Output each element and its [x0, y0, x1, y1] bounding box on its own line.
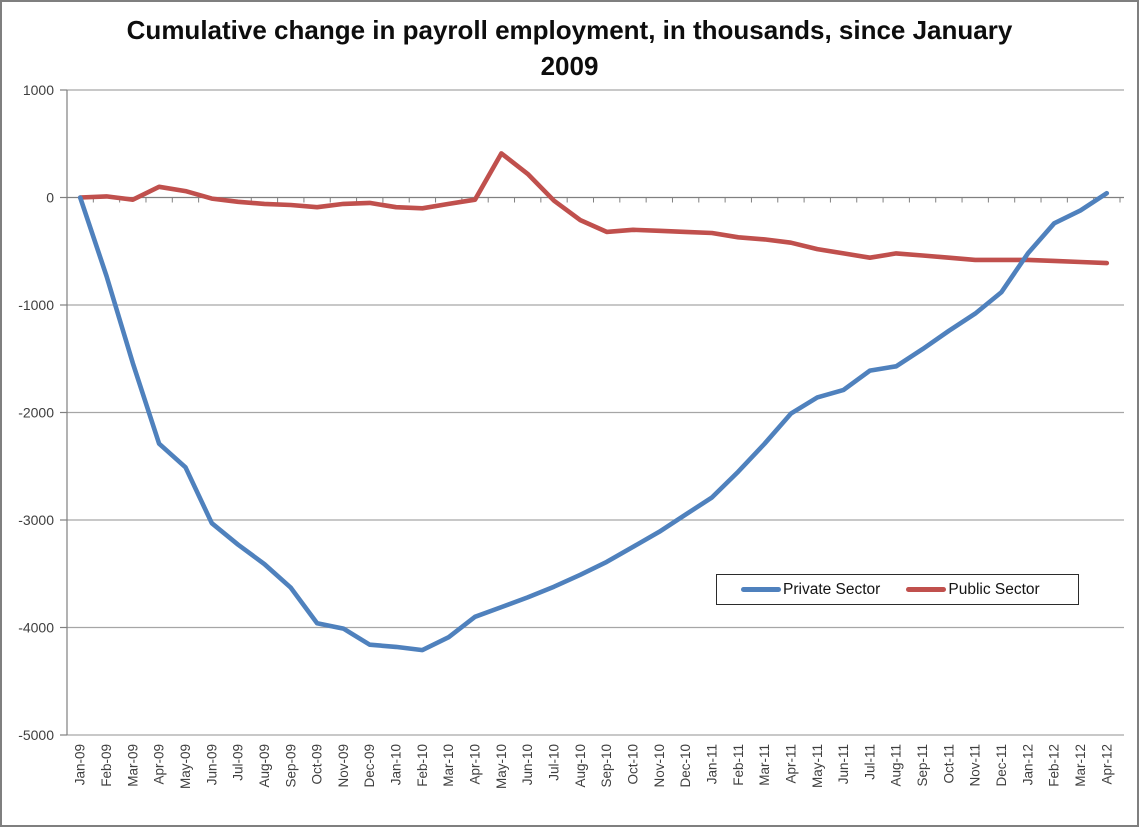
x-tick-label: May-10 — [494, 744, 509, 789]
y-tick-label: -4000 — [18, 620, 54, 636]
private-series-swatch-icon — [741, 587, 781, 592]
x-tick-label: Nov-09 — [336, 744, 351, 788]
x-tick-label: Mar-10 — [441, 744, 456, 787]
private-sector-line — [77, 190, 1110, 653]
x-tick-label: Apr-12 — [1099, 744, 1114, 785]
y-tick-label: -5000 — [18, 727, 54, 743]
x-tick-label: Feb-11 — [731, 744, 746, 786]
x-tick-label: Dec-09 — [362, 744, 377, 788]
x-tick-label: Feb-12 — [1047, 744, 1062, 787]
x-tick-label: Nov-10 — [652, 744, 667, 788]
y-tick-label: -3000 — [18, 512, 54, 528]
x-tick-label: Jan-12 — [1020, 744, 1035, 785]
x-tick-label: Jul-10 — [547, 744, 562, 781]
x-tick-label: Jan-09 — [73, 744, 88, 785]
y-tick-label: 0 — [46, 190, 54, 206]
x-tick-label: Oct-09 — [310, 744, 325, 785]
x-tick-label: Jan-11 — [704, 744, 719, 784]
x-tick-label: Jan-10 — [389, 744, 404, 785]
x-tick-label: Apr-09 — [152, 744, 167, 785]
x-tick-label: Oct-11 — [941, 744, 956, 784]
x-tick-label: Mar-09 — [125, 744, 140, 787]
x-tick-label: Sep-10 — [599, 744, 614, 788]
x-tick-label: Dec-11 — [994, 744, 1009, 787]
x-tick-label: Jun-11 — [836, 744, 851, 784]
legend-item-private: Private Sector — [741, 581, 880, 599]
x-tick-label: Apr-11 — [783, 744, 798, 784]
legend: Private Sector Public Sector — [716, 574, 1079, 605]
chart-title-line1: Cumulative change in payroll employment,… — [126, 15, 1013, 45]
x-tick-label: Sep-09 — [283, 744, 298, 788]
legend-item-public: Public Sector — [906, 580, 1040, 599]
x-tick-label: Jun-10 — [520, 744, 535, 785]
legend-label-public: Public Sector — [948, 580, 1040, 598]
legend-label-private: Private Sector — [783, 580, 881, 598]
x-tick-label: Mar-11 — [757, 744, 772, 786]
x-tick-label: May-09 — [178, 744, 193, 789]
x-tick-label: Jul-11 — [862, 744, 877, 780]
x-tick-label: Jun-09 — [204, 744, 219, 785]
chart-title: Cumulative change in payroll employment,… — [2, 12, 1137, 84]
x-tick-label: May-11 — [810, 744, 825, 788]
chart-title-line2: 2009 — [540, 51, 599, 81]
x-tick-label: Oct-10 — [625, 744, 640, 785]
x-tick-label: Mar-12 — [1073, 744, 1088, 787]
y-tick-label: 1000 — [23, 82, 54, 98]
x-tick-label: Aug-11 — [889, 744, 904, 787]
x-tick-label: Aug-09 — [257, 744, 272, 788]
public-series-swatch-icon — [906, 587, 947, 592]
x-tick-label: Feb-09 — [99, 744, 114, 787]
x-tick-label: Aug-10 — [573, 744, 588, 788]
x-tick-label: Apr-10 — [468, 744, 483, 785]
x-tick-label: Sep-11 — [915, 744, 930, 787]
x-tick-label: Nov-11 — [968, 744, 983, 787]
x-tick-label: Jul-09 — [231, 744, 246, 781]
public-sector-line — [77, 151, 1110, 266]
y-tick-label: -2000 — [18, 405, 54, 421]
x-tick-label: Dec-10 — [678, 744, 693, 788]
x-tick-label: Feb-10 — [415, 744, 430, 787]
y-tick-label: -1000 — [18, 297, 54, 313]
